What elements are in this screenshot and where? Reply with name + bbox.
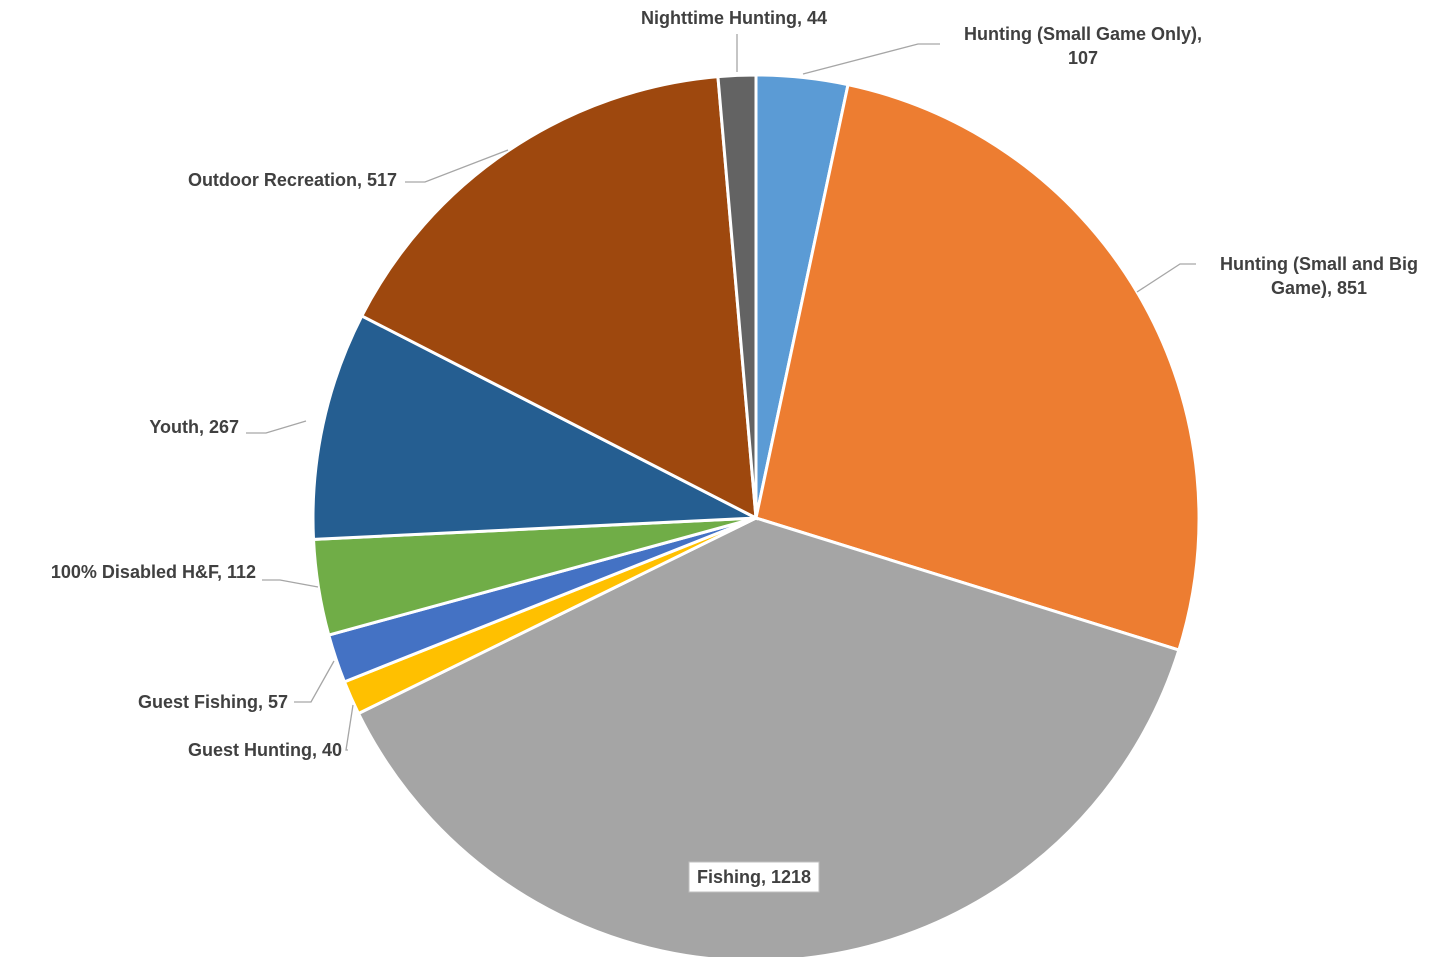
pie-slices [311, 73, 1201, 957]
leader-line-hunting-small-game-only [802, 43, 940, 75]
data-label-youth: Youth, 267 [149, 417, 239, 437]
data-label-line: 100% Disabled H&F, 112 [51, 562, 256, 582]
leader-line-youth [246, 420, 307, 434]
data-label-hunting-small-and-big-game: Hunting (Small and Big Game), 851 [1220, 254, 1418, 298]
data-label-outdoor-recreation: Outdoor Recreation, 517 [188, 170, 397, 190]
data-label-hunting-small-game-only: Hunting (Small Game Only), 107 [964, 24, 1202, 68]
data-label-nighttime-hunting: Nighttime Hunting, 44 [641, 8, 827, 28]
data-label-line: Game), 851 [1271, 278, 1367, 298]
data-label-line: Hunting (Small and Big [1220, 254, 1418, 274]
data-label-line: Outdoor Recreation, 517 [188, 170, 397, 190]
data-label-line: Fishing, 1218 [697, 867, 811, 887]
data-label-fishing: Fishing, 1218 [697, 867, 811, 887]
leader-line-guest-hunting [345, 704, 354, 751]
data-label-box-fishing [688, 861, 820, 893]
leader-line-outdoor-recreation [405, 149, 509, 183]
data-label-guest-fishing: Guest Fishing, 57 [138, 692, 288, 712]
pie-slice-fishing [356, 516, 1181, 957]
data-label-line: 107 [1068, 48, 1098, 68]
pie-slice-nighttime-hunting [716, 73, 758, 519]
leader-line-hunting-small-and-big-game [1136, 263, 1196, 293]
leader-line-guest-fishing [294, 660, 335, 703]
pie-slice-outdoor-recreation [359, 75, 758, 521]
data-label-line: Guest Fishing, 57 [138, 692, 288, 712]
data-label-line: Guest Hunting, 40 [188, 740, 342, 760]
data-label-line: Nighttime Hunting, 44 [641, 8, 827, 28]
pie-slice-youth [311, 313, 762, 542]
leader-line-100-disabled-h-f [262, 579, 319, 588]
data-label-line: Youth, 267 [149, 417, 239, 437]
leader-lines [246, 34, 1196, 751]
data-label-line: Hunting (Small Game Only), [964, 24, 1202, 44]
pie-slice-hunting-small-and-big-game [754, 82, 1201, 652]
data-label-100-disabled-h-f: 100% Disabled H&F, 112 [51, 562, 256, 582]
data-label-guest-hunting: Guest Hunting, 40 [188, 740, 342, 760]
